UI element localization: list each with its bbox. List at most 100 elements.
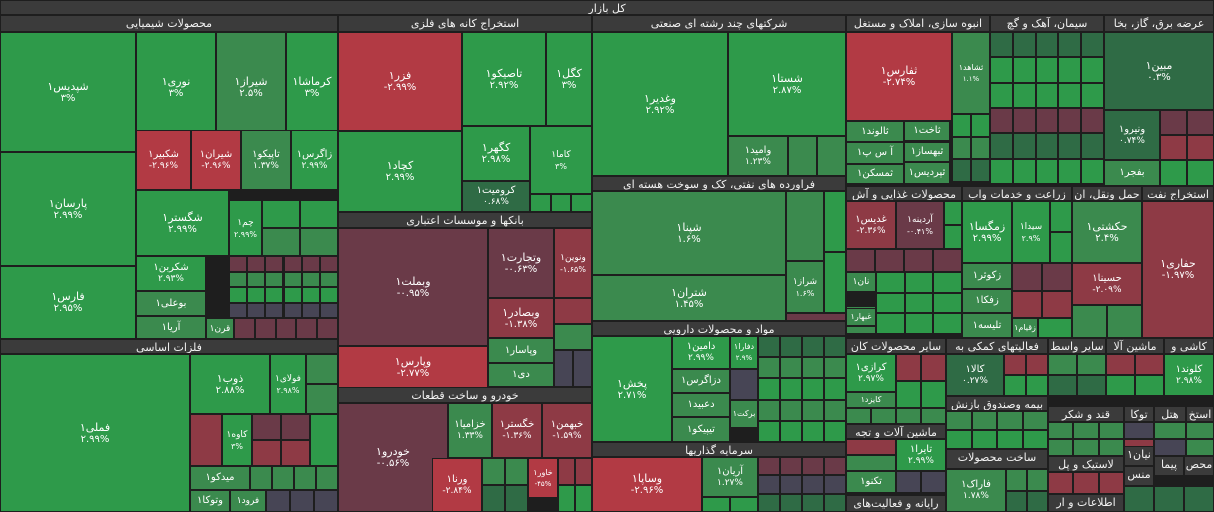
stock-tile[interactable]: دزاگرس۱ [672,369,730,393]
stock-tile[interactable] [952,159,971,182]
stock-tile[interactable]: وتجارت۱ -۰.۶۳% [488,228,554,298]
stock-tile[interactable] [319,271,338,287]
sector-header[interactable]: هتل [1154,406,1186,422]
stock-tile[interactable] [1077,375,1106,396]
stock-tile[interactable] [846,439,896,455]
stock-tile[interactable] [1160,160,1187,186]
stock-tile[interactable] [300,200,338,228]
stock-tile[interactable]: سیدا۱ ۲.۹% [1012,201,1050,263]
stock-tile[interactable] [1022,430,1048,449]
stock-tile[interactable] [921,471,946,493]
stock-tile[interactable]: خبهمن۱ -۱.۵۹% [542,403,592,458]
stock-tile[interactable]: زقیام۱ [1012,318,1038,338]
stock-tile[interactable]: وبصادر۱ -۱.۳۸% [488,298,554,338]
stock-tile[interactable] [824,493,846,512]
stock-tile[interactable]: تایرا۱ ۲.۹۹% [896,439,946,471]
stock-tile[interactable]: شپنا۱ ۱.۶% [592,191,786,275]
stock-tile[interactable] [780,420,802,442]
stock-tile[interactable]: آریان۱ ۱.۲۷% [702,457,758,497]
stock-tile[interactable] [283,271,302,287]
stock-tile[interactable]: فزر۱ -۲.۹۹% [338,32,462,131]
stock-tile[interactable] [876,292,905,314]
stock-tile[interactable] [1135,354,1164,375]
stock-tile[interactable]: شپدیس۱ ۳% [0,32,136,152]
stock-tile[interactable] [971,136,990,160]
stock-tile[interactable] [247,271,266,287]
stock-tile[interactable] [571,194,592,212]
stock-tile[interactable] [247,287,266,303]
stock-tile[interactable] [1072,305,1107,338]
stock-tile[interactable] [319,287,338,303]
stock-tile[interactable] [1042,263,1072,291]
stock-tile[interactable] [758,378,780,400]
stock-tile[interactable] [1012,263,1042,291]
stock-tile[interactable] [319,302,338,318]
stock-tile[interactable]: حسینا۱ -۲.۰۹% [1072,263,1142,305]
stock-tile[interactable]: شراز۱ ۱.۶% [786,261,824,313]
stock-tile[interactable] [1098,472,1124,494]
stock-tile[interactable] [558,485,575,512]
stock-tile[interactable] [824,378,846,400]
stock-tile[interactable]: زکوثر۱ [962,263,1012,289]
sector-header[interactable]: خودرو و ساخت قطعات [338,387,592,403]
stock-tile[interactable]: کرماشا۱ ۳% [286,32,338,142]
stock-tile[interactable] [921,354,946,381]
stock-tile[interactable] [997,430,1023,449]
sector-header[interactable]: فعالیتهای کمکی به [946,338,1048,354]
stock-tile[interactable]: کرازی۱ ۲.۹۷% [846,354,896,392]
stock-tile[interactable] [1135,375,1164,396]
stock-tile[interactable] [306,384,338,414]
stock-tile[interactable] [1027,490,1048,512]
stock-tile[interactable]: دامین۱ ۲.۹۹% [672,336,730,369]
stock-tile[interactable] [952,136,971,160]
stock-tile[interactable] [190,414,222,466]
stock-tile[interactable] [252,440,281,466]
stock-tile[interactable] [1050,201,1072,232]
stock-tile[interactable] [575,458,592,485]
stock-tile[interactable] [1027,469,1048,491]
stock-tile[interactable]: ثفارس۱ -۲.۷۴% [846,32,952,121]
stock-tile[interactable] [1006,469,1027,491]
stock-tile[interactable] [252,414,281,440]
stock-tile[interactable] [1058,32,1082,58]
stock-tile[interactable] [780,475,802,494]
stock-tile[interactable] [758,357,780,379]
stock-tile[interactable]: زاگرس۱ ۲.۹۹% [291,130,338,190]
stock-tile[interactable] [786,313,846,321]
stock-tile[interactable] [314,490,338,512]
stock-tile[interactable] [301,256,320,272]
stock-tile[interactable] [780,378,802,400]
stock-tile[interactable] [310,414,338,466]
stock-tile[interactable]: وساپا۱ -۲.۹۶% [592,457,702,512]
stock-tile[interactable]: نوری۱ ۳% [136,32,216,142]
sector-header[interactable]: استخراج نفت [1142,186,1214,201]
stock-tile[interactable]: برکت۱ [730,400,758,428]
stock-tile[interactable]: قرن۱ [206,318,234,339]
stock-tile[interactable]: ذوب۱ ۲.۸۸% [190,354,270,414]
stock-tile[interactable]: بوعلی۱ [136,291,206,316]
sector-header[interactable]: شرکتهای چند رشته ای صنعتی [592,15,846,32]
stock-tile[interactable] [234,318,255,339]
stock-tile[interactable] [575,485,592,512]
sector-header[interactable]: محصولات غذایی و آش [846,186,962,201]
sector-header[interactable]: مواد و محصولات دارویی [592,321,846,336]
stock-tile[interactable] [290,490,314,512]
stock-tile[interactable] [802,457,824,476]
stock-tile[interactable]: ونوین۱ -۱.۶۵% [554,228,592,298]
stock-tile[interactable] [896,408,921,424]
stock-tile[interactable] [944,201,962,225]
stock-tile[interactable]: خاور۱ -۴۵% [528,458,558,498]
stock-tile[interactable] [990,57,1013,83]
stock-tile[interactable] [1098,439,1124,456]
stock-tile[interactable]: ورنا۱ -۲.۸۴% [432,458,482,512]
stock-tile[interactable]: دعبید۱ [672,393,730,417]
stock-tile[interactable] [1073,422,1099,439]
stock-tile[interactable] [1106,375,1135,396]
stock-tile[interactable] [254,318,276,339]
stock-tile[interactable] [758,420,780,442]
sector-header[interactable]: استخ [1186,406,1214,422]
stock-tile[interactable] [702,497,730,512]
stock-tile[interactable] [1081,32,1104,58]
stock-tile[interactable] [904,272,934,293]
stock-tile[interactable] [319,256,338,272]
